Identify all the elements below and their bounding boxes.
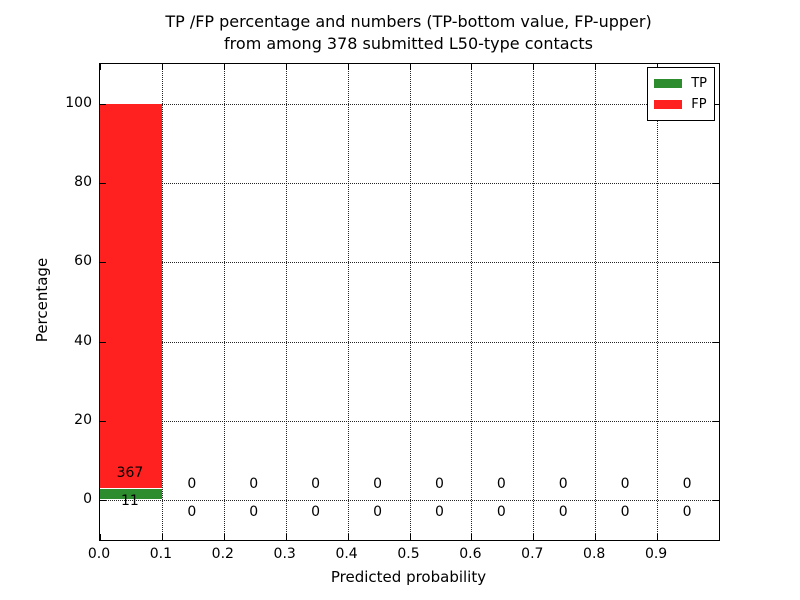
y-axis-label: Percentage [33,257,51,343]
x-axis-tick-label: 0.6 [459,546,482,562]
y-tick-left [100,103,106,105]
gridline-vertical [595,64,597,540]
gridline-vertical [409,64,411,540]
y-tick-left [100,183,106,184]
y-tick-left [100,262,106,264]
x-tick-bottom [533,534,535,540]
y-axis-tick-label: 20 [74,412,92,428]
fp-count-label: 367 [116,464,144,481]
tp-count-label: 0 [620,504,630,521]
tp-count-label: 0 [558,504,568,521]
y-tick-right [713,183,719,184]
tp-count-label: 0 [434,504,444,521]
y-tick-left [100,500,106,502]
fp-count-label: 0 [682,476,692,493]
tp-count-label: 0 [249,504,259,521]
tp-count-label: 0 [187,504,197,521]
x-tick-bottom [347,534,349,540]
fp-count-label: 0 [187,476,197,493]
tp-count-label: 0 [311,504,321,521]
gridline-vertical [347,64,349,540]
fp-count-label: 0 [311,476,321,493]
gridline-vertical [533,64,535,540]
fp-count-label: 0 [434,476,444,493]
fp-count-label: 0 [249,476,259,493]
fp-count-label: 0 [620,476,630,493]
gridline-horizontal [100,500,719,502]
gridline-vertical [161,64,163,540]
fp-count-label: 0 [373,476,382,493]
x-tick-top [223,64,225,70]
x-axis-tick-label: 0.1 [149,546,173,562]
y-axis-tick-label: 100 [65,94,92,111]
x-tick-bottom [657,534,659,540]
y-axis-tick-label: 0 [83,491,92,508]
legend-label-fp: FP [691,97,707,112]
tp-count-label: 0 [496,504,506,521]
x-axis-tick-label: 0.5 [397,546,420,562]
x-tick-top [285,64,287,70]
tp-count-label: 11 [121,492,139,509]
gridline-horizontal [100,103,719,105]
y-tick-right [713,421,719,422]
gridline-vertical [657,64,659,540]
legend-item-tp: TP [654,73,707,94]
x-axis-tick-label: 0.2 [211,546,234,562]
legend-item-fp: FP [654,94,707,115]
chart-title: TP /FP percentage and numbers (TP-bottom… [99,11,718,55]
tp-count-label: 0 [373,504,382,521]
x-tick-bottom [285,534,287,540]
x-tick-top [100,64,101,70]
y-axis-tick-label: 80 [74,174,92,190]
x-tick-bottom [223,534,225,540]
x-axis-tick-label: 0.7 [521,546,544,562]
gridline-vertical [471,64,473,540]
x-tick-top [471,64,473,70]
legend-swatch-fp-icon [654,100,683,109]
y-axis-tick-label: 60 [74,253,92,270]
x-tick-bottom [100,534,101,540]
y-tick-right [713,341,719,343]
gridline-horizontal [100,421,719,422]
gridline-horizontal [100,262,719,264]
x-axis-label: Predicted probability [330,568,487,586]
x-axis-tick-label: 0.9 [644,546,668,562]
gridline-horizontal [100,183,719,184]
legend-label-tp: TP [691,76,707,91]
fp-count-label: 0 [496,476,506,493]
y-tick-right [713,500,719,502]
tp-count-label: 0 [682,504,692,521]
x-tick-top [161,64,163,70]
gridline-vertical [223,64,225,540]
x-axis-tick-label: 0.0 [87,546,111,562]
x-axis-tick-label: 0.8 [583,546,606,562]
x-tick-bottom [595,534,597,540]
y-tick-left [100,421,106,422]
x-tick-bottom [161,534,163,540]
x-tick-top [347,64,349,70]
legend: TP FP [647,67,715,121]
chart-title-line2: from among 378 submitted L50-type contac… [224,34,593,53]
y-tick-right [713,262,719,264]
x-axis-tick-label: 0.4 [335,546,358,562]
gridline-vertical [285,64,287,540]
y-tick-right [713,103,719,105]
x-tick-bottom [471,534,473,540]
chart-title-line1: TP /FP percentage and numbers (TP-bottom… [165,12,652,31]
bar-segment-tp [100,488,162,500]
legend-swatch-tp-icon [654,79,683,88]
x-tick-top [533,64,535,70]
x-tick-bottom [409,534,411,540]
fp-count-label: 0 [558,476,568,493]
y-axis-tick-label: 40 [74,332,92,349]
x-tick-top [409,64,411,70]
bar-segment-fp [100,103,162,488]
y-tick-left [100,341,106,343]
gridline-horizontal [100,341,719,343]
x-tick-top [595,64,597,70]
x-axis-tick-label: 0.3 [273,546,296,562]
plot-area: TP FP [99,63,720,541]
